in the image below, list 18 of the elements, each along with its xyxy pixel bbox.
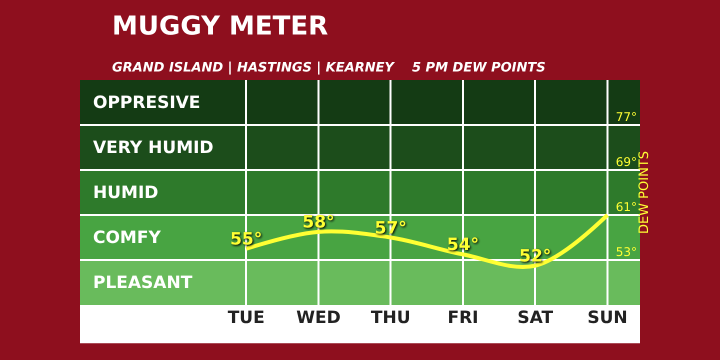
x-tick-label: FRI bbox=[447, 308, 478, 328]
band-label: VERY HUMID bbox=[93, 138, 214, 158]
y-tick-label: 61° bbox=[616, 200, 637, 214]
band-label: COMFY bbox=[93, 228, 162, 248]
y-tick-label: 53° bbox=[616, 244, 637, 259]
chart-title: MUGGY METER bbox=[112, 11, 328, 42]
band-label: OPPRESIVE bbox=[93, 93, 200, 113]
y-tick-label: 77° bbox=[616, 110, 637, 124]
x-tick-label: SAT bbox=[517, 308, 554, 328]
band-label: HUMID bbox=[93, 183, 158, 203]
y-axis-title: DEW POINTS bbox=[637, 150, 652, 234]
x-tick-label: WED bbox=[296, 308, 341, 328]
chart-subtitle: GRAND ISLAND | HASTINGS | KEARNEY 5 PM DEW POINTS bbox=[112, 60, 546, 76]
x-tick-label: TUE bbox=[228, 308, 265, 328]
x-tick-label: THU bbox=[370, 308, 411, 328]
y-tick-label: 69° bbox=[616, 154, 637, 169]
band-label: PLEASANT bbox=[93, 273, 193, 293]
x-tick-label: SUN bbox=[587, 308, 628, 328]
